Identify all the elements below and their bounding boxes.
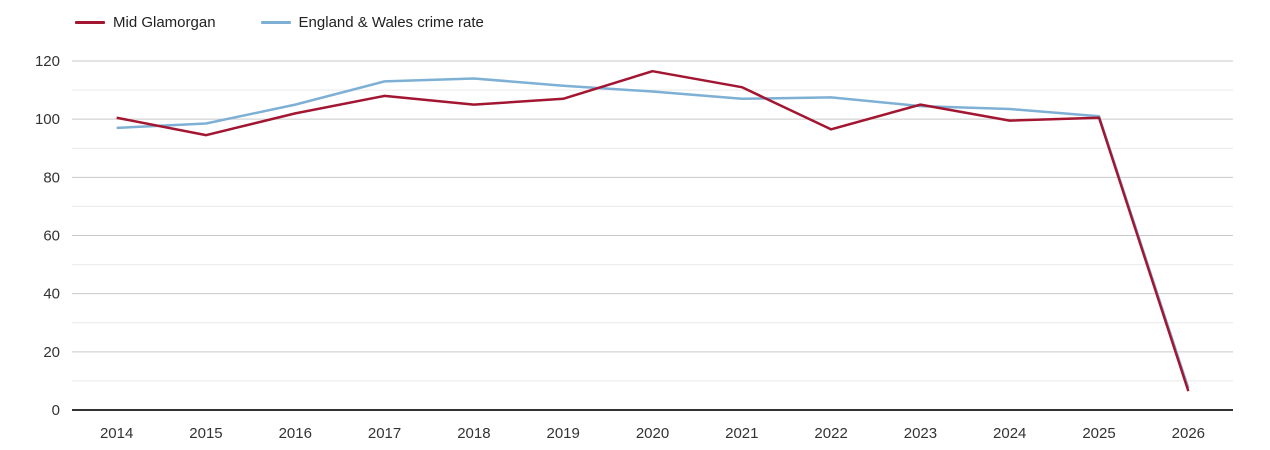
x-axis-tick-label: 2017 xyxy=(368,425,401,442)
y-axis-tick-label: 80 xyxy=(43,169,60,186)
x-axis-tick-label: 2024 xyxy=(993,425,1026,442)
x-axis-tick-label: 2016 xyxy=(279,425,312,442)
legend-label: Mid Glamorgan xyxy=(113,14,216,31)
chart-legend: Mid Glamorgan England & Wales crime rate xyxy=(75,14,484,31)
x-axis-tick-label: 2019 xyxy=(547,425,580,442)
y-axis-tick-label: 20 xyxy=(43,344,60,361)
legend-item-mid-glamorgan: Mid Glamorgan xyxy=(75,14,216,31)
x-axis-tick-label: 2021 xyxy=(725,425,758,442)
legend-swatch-red-line-icon xyxy=(75,21,105,24)
x-axis-tick-label: 2015 xyxy=(189,425,222,442)
x-axis-tick-label: 2026 xyxy=(1172,425,1205,442)
y-axis-tick-label: 100 xyxy=(35,111,60,128)
y-axis-tick-label: 0 xyxy=(52,402,60,419)
x-axis-tick-label: 2022 xyxy=(814,425,847,442)
x-axis-tick-label: 2023 xyxy=(904,425,937,442)
series-line-mid-glamorgan xyxy=(116,69,1190,392)
legend-swatch-blue-line-icon xyxy=(260,21,291,24)
x-axis-tick-label: 2020 xyxy=(636,425,669,442)
x-axis-tick-label: 2025 xyxy=(1082,425,1115,442)
y-axis-tick-label: 60 xyxy=(43,228,60,245)
legend-label: England & Wales crime rate xyxy=(298,14,484,31)
y-axis-tick-label: 120 xyxy=(35,53,60,70)
y-axis-tick-label: 40 xyxy=(43,286,60,303)
x-axis-tick-label: 2014 xyxy=(100,425,133,442)
x-axis-tick-label: 2018 xyxy=(457,425,490,442)
legend-item-england-wales: England & Wales crime rate xyxy=(260,14,484,31)
series-line-england-wales-crime-rate xyxy=(116,77,1190,389)
